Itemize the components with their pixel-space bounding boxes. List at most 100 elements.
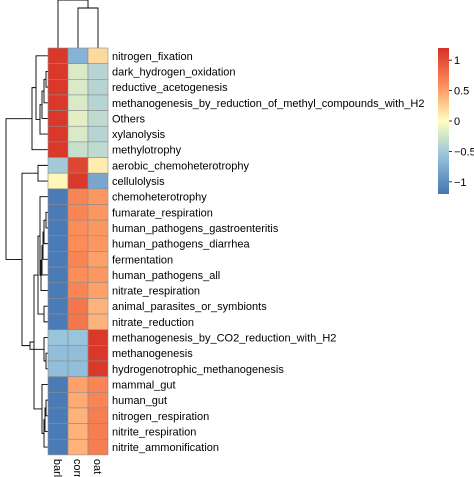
row-label: cellulolysis — [112, 176, 165, 188]
heatmap-cell — [87, 219, 109, 237]
colorbar-tick-label: −1 — [454, 177, 467, 189]
heatmap-cell — [47, 219, 69, 237]
heatmap-cell — [47, 345, 69, 362]
heatmap-cell — [87, 313, 109, 330]
row-label: methanogenesis — [112, 348, 193, 360]
heatmap-cell — [67, 423, 89, 440]
column-labels: barley corn oat — [51, 459, 103, 477]
heatmap-cell — [67, 47, 89, 64]
heatmap-cell — [87, 110, 109, 127]
row-label: fumarate_respiration — [112, 207, 213, 219]
heatmap-cell — [47, 188, 69, 205]
heatmap-cell — [47, 47, 69, 64]
heatmap-cell — [47, 172, 69, 190]
heatmap-cell — [67, 345, 89, 362]
dendrogram-branch — [43, 305, 48, 323]
heatmap-cell — [67, 376, 89, 393]
heatmap-cell — [87, 391, 109, 409]
heatmap-cell — [47, 298, 69, 315]
dendrogram-branch — [37, 164, 48, 182]
heatmap-cell — [67, 219, 89, 237]
row-label: fermentation — [112, 254, 173, 266]
row-label: nitrate_reduction — [112, 317, 194, 329]
row-label: Others — [112, 113, 146, 125]
heatmap-cell — [87, 423, 109, 440]
row-label: hydrogenotrophic_methanogenesis — [112, 364, 284, 376]
row-dendrogram — [5, 55, 48, 448]
heatmap-cell — [87, 47, 109, 64]
row-label: human_gut — [112, 395, 167, 407]
heatmap-cell — [47, 251, 69, 268]
heatmap-cell — [67, 110, 89, 127]
dendrogram-branch — [44, 407, 48, 432]
row-labels: nitrogen_fixation dark_hydrogen_oxidation… — [112, 51, 424, 454]
heatmap-cell — [67, 266, 89, 284]
row-label: nitrate_respiration — [112, 286, 200, 298]
heatmap-cell — [87, 282, 109, 299]
heatmap-cell — [67, 282, 89, 299]
heatmap-cell — [47, 313, 69, 330]
dendrogram-branch — [41, 90, 48, 119]
heatmap-cell — [87, 188, 109, 205]
row-label: nitrite_ammonification — [112, 442, 219, 454]
row-label: aerobic_chemoheterotrophy — [112, 160, 249, 172]
dendrogram-branch — [21, 172, 38, 347]
heatmap-cell — [67, 157, 89, 174]
heatmap-cell — [87, 376, 109, 393]
row-label: nitrogen_respiration — [112, 411, 209, 423]
heatmap-cell — [47, 282, 69, 299]
row-label: human_pathogens_all — [112, 270, 220, 282]
heatmap-cell — [67, 125, 89, 143]
heatmap-cell — [67, 391, 89, 409]
row-label: nitrite_respiration — [112, 426, 196, 438]
row-label: animal_parasites_or_symbionts — [112, 301, 267, 313]
heatmap-cell — [87, 329, 109, 346]
row-label: methanogenesis_by_reduction_of_methyl_co… — [112, 98, 424, 110]
row-label: human_pathogens_gastroenteritis — [112, 223, 279, 235]
dendrogram-branch — [29, 341, 44, 350]
column-label: oat — [91, 459, 103, 474]
heatmap-cell — [67, 251, 89, 268]
heatmap-cell — [87, 251, 109, 268]
heatmap-cell — [67, 188, 89, 205]
heatmap-cell — [87, 125, 109, 143]
heatmap-cells — [47, 47, 109, 456]
heatmap-cell — [47, 110, 69, 127]
row-label: methylotrophy — [112, 145, 182, 157]
color-legend: 1 0.5 0 −0.5 −1 — [438, 48, 474, 194]
colorbar-tick-label: 0.5 — [454, 86, 469, 98]
heatmap-cell — [47, 329, 69, 346]
row-label: methanogenesis_by_CO2_reduction_with_H2 — [112, 333, 336, 345]
heatmap-cell — [87, 204, 109, 221]
colorbar-tick-label: 1 — [454, 55, 460, 67]
column-label: corn — [71, 459, 83, 477]
heatmap-cell — [87, 407, 109, 424]
heatmap-cell — [67, 141, 89, 158]
heatmap-cell — [47, 63, 69, 80]
dendrogram-branch — [5, 118, 32, 260]
dendrogram-branch — [57, 0, 89, 48]
row-label: chemoheterotrophy — [112, 192, 207, 204]
dendrogram-branch — [39, 104, 48, 135]
heatmap-cell — [67, 204, 89, 221]
heatmap-cell — [87, 157, 109, 174]
row-label: dark_hydrogen_oxidation — [112, 66, 236, 78]
heatmap-cell — [87, 266, 109, 284]
column-label: barley — [51, 459, 63, 477]
row-label: nitrogen_fixation — [112, 51, 193, 63]
heatmap-cell — [47, 94, 69, 111]
heatmap-cell — [67, 360, 89, 377]
heatmap-cell — [87, 438, 109, 456]
heatmap-cell — [87, 172, 109, 190]
heatmap-cell — [67, 63, 89, 80]
heatmap-cell — [47, 157, 69, 174]
heatmap-cell — [87, 94, 109, 111]
row-label: human_pathogens_diarrhea — [112, 239, 250, 251]
row-label: mammal_gut — [112, 379, 176, 391]
heatmap-cell — [87, 79, 109, 96]
heatmap-cell — [87, 345, 109, 362]
heatmap-cell — [47, 79, 69, 96]
heatmap-cell — [47, 204, 69, 221]
heatmap-cell — [87, 63, 109, 80]
